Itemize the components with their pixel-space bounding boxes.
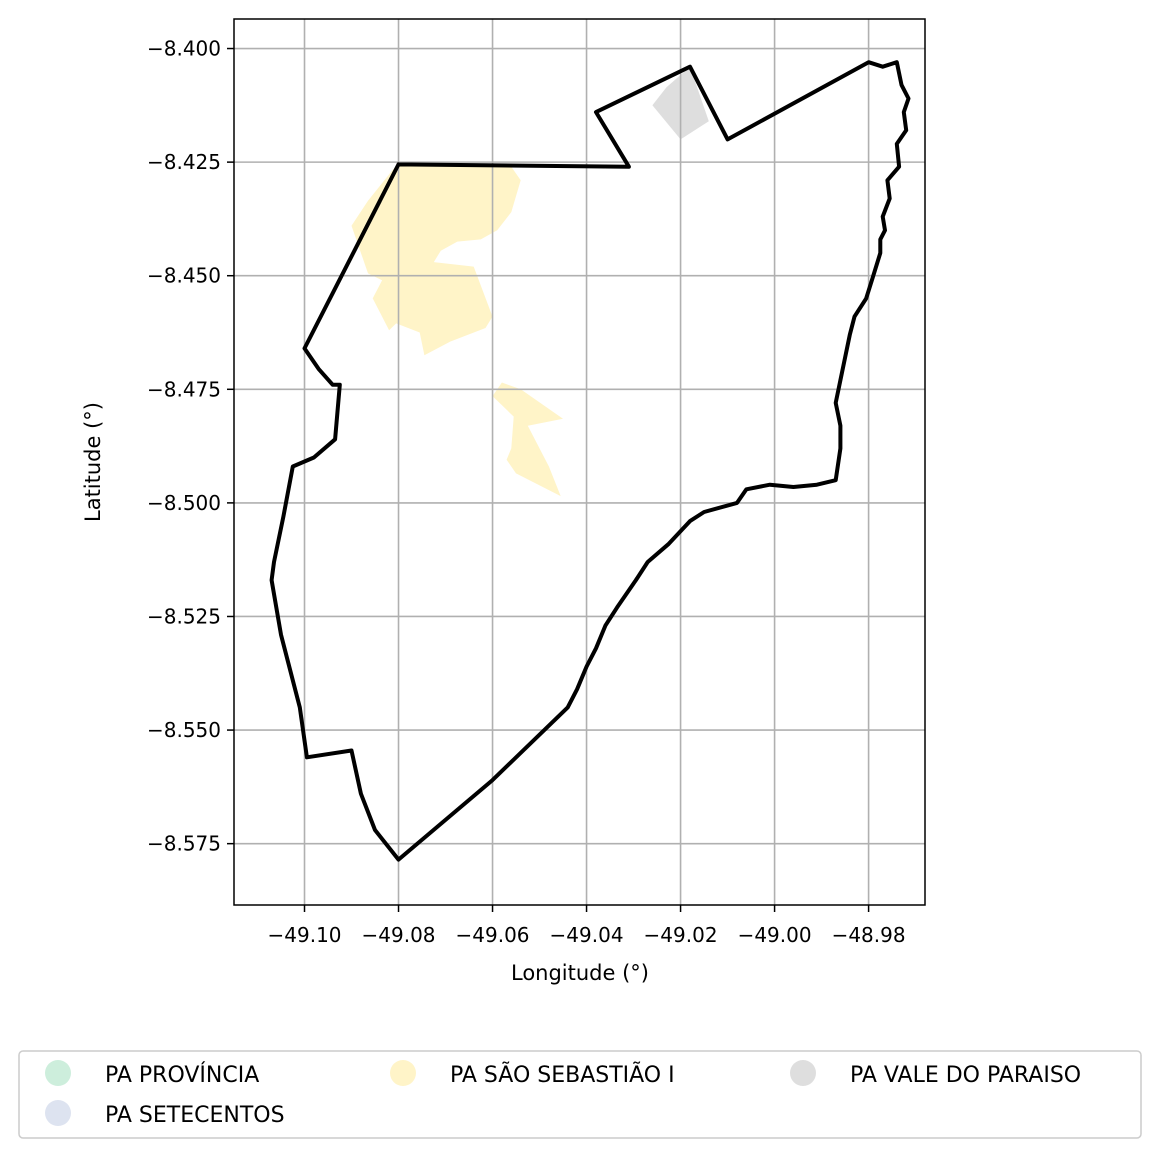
y-tick-label: −8.525 bbox=[147, 604, 221, 628]
boundary-layer bbox=[269, 60, 911, 862]
x-tick-label: −49.08 bbox=[362, 923, 436, 947]
x-tick-label: −49.06 bbox=[456, 923, 530, 947]
x-tick-label: −49.02 bbox=[644, 923, 718, 947]
region-pa-s-o-sebasti-o-i bbox=[492, 382, 563, 497]
y-tick-label: −8.425 bbox=[147, 150, 221, 174]
y-axis-label: Latitude (°) bbox=[81, 402, 105, 522]
y-tick-label: −8.575 bbox=[147, 832, 221, 856]
x-axis-ticks: −49.10 −49.08 −49.06 −49.04 −49.02 −49.00 −48.… bbox=[268, 905, 906, 947]
legend: PA PROVÍNCIA PA SETECENTOS PA SÃO SEBAST… bbox=[18, 1050, 1142, 1139]
y-tick-label: −8.400 bbox=[147, 37, 221, 61]
legend-entry-pa-sao-sebastiao-i: PA SÃO SEBASTIÃO I bbox=[390, 1060, 675, 1088]
y-tick-label: −8.475 bbox=[147, 377, 221, 401]
legend-marker bbox=[45, 1060, 71, 1086]
legend-frame bbox=[18, 1050, 1142, 1139]
plot-area bbox=[233, 18, 926, 906]
legend-label: PA VALE DO PARAISO bbox=[850, 1063, 1081, 1088]
legend-label: PA PROVÍNCIA bbox=[105, 1062, 259, 1088]
boundary-outline bbox=[269, 60, 911, 862]
legend-label: PA SETECENTOS bbox=[105, 1103, 285, 1128]
legend-marker bbox=[790, 1060, 816, 1086]
regions-layer bbox=[351, 66, 709, 497]
x-tick-label: −48.98 bbox=[832, 923, 906, 947]
legend-entry-pa-setecentos: PA SETECENTOS bbox=[45, 1100, 285, 1128]
legend-entry-pa-vale-do-paraiso: PA VALE DO PARAISO bbox=[790, 1060, 1081, 1088]
legend-marker bbox=[390, 1060, 416, 1086]
y-tick-label: −8.500 bbox=[147, 491, 221, 515]
legend-entry-pa-provincia: PA PROVÍNCIA bbox=[45, 1060, 259, 1088]
x-tick-label: −49.10 bbox=[268, 923, 342, 947]
legend-marker bbox=[45, 1100, 71, 1126]
y-tick-label: −8.550 bbox=[147, 718, 221, 742]
axes-frame bbox=[233, 18, 926, 906]
y-axis-ticks: −8.400 −8.425 −8.450 −8.475 −8.500 −8.525 −8.5… bbox=[147, 37, 234, 856]
y-tick-label: −8.450 bbox=[147, 264, 221, 288]
x-tick-label: −49.00 bbox=[738, 923, 812, 947]
x-tick-label: −49.04 bbox=[550, 923, 624, 947]
region-pa-s-o-sebasti-o-i bbox=[351, 164, 521, 356]
legend-label: PA SÃO SEBASTIÃO I bbox=[450, 1061, 675, 1088]
x-axis-label: Longitude (°) bbox=[511, 961, 649, 985]
